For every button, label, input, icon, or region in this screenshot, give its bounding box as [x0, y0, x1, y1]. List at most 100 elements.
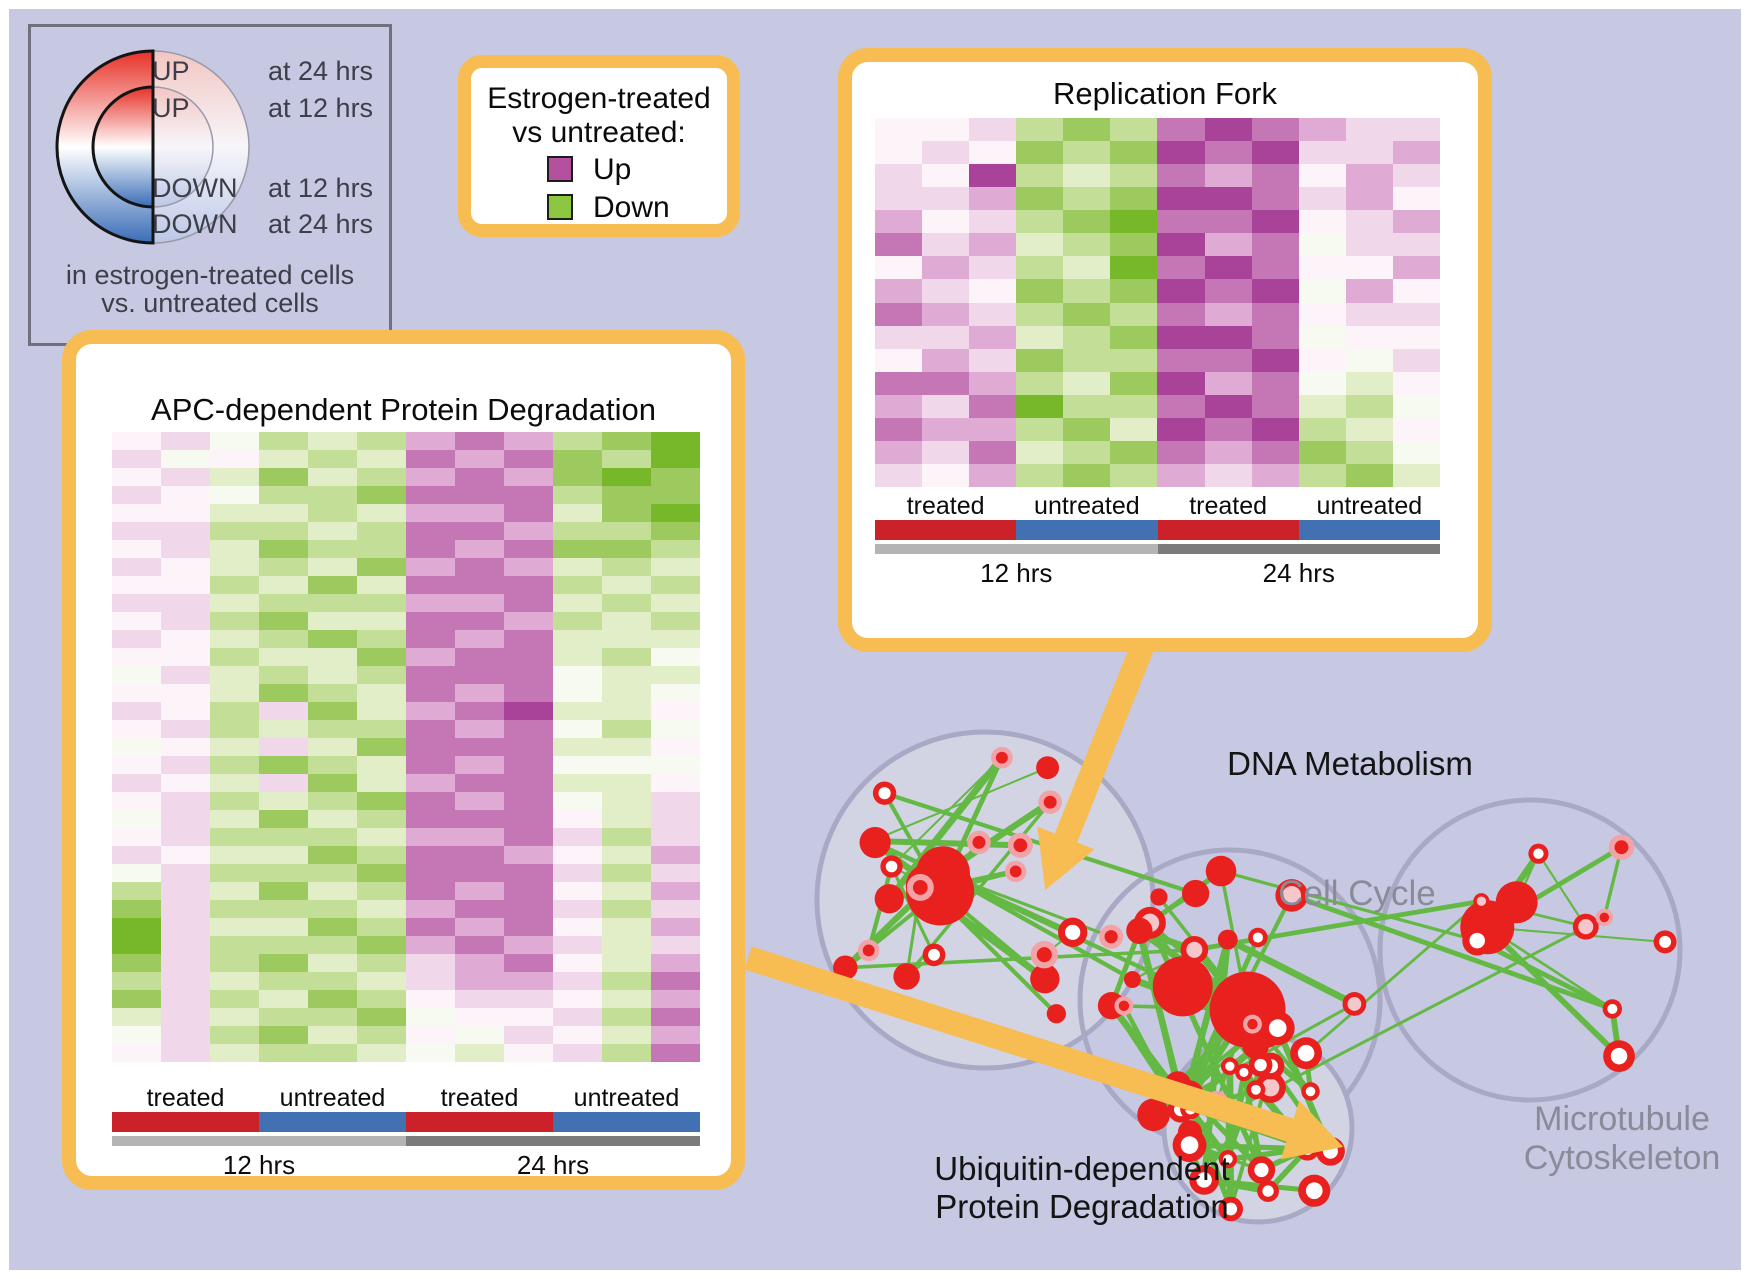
heatmap-cell [406, 558, 455, 576]
legend-row-down-12: DOWN at 12 hrs [31, 172, 389, 204]
network-node [1290, 1037, 1323, 1070]
heatmap-cell [1298, 348, 1346, 372]
heatmap-row [875, 210, 1440, 234]
ring-gradient-icon [55, 49, 250, 245]
heatmap-cell [1157, 325, 1205, 349]
heatmap-cell [406, 792, 455, 810]
heatmap-cell [1016, 348, 1064, 372]
heatmap-cell [455, 738, 504, 756]
heatmap-cell [1204, 118, 1252, 142]
heatmap-cell [161, 810, 210, 828]
heatmap-cell [210, 846, 259, 864]
heatmap-cell [406, 972, 455, 990]
heatmap-cell [922, 279, 970, 303]
heatmap-cell [161, 504, 210, 522]
network-edge [843, 871, 946, 970]
heatmap-cell [308, 918, 357, 936]
network-edge [1131, 976, 1279, 1032]
network-edge [1157, 896, 1249, 1011]
heatmap-cell [357, 990, 406, 1008]
network-node [1114, 996, 1134, 1016]
legend-footer-line2: vs. untreated cells [101, 288, 319, 318]
condition-bar-segment [553, 1112, 700, 1132]
network-edge [1476, 938, 1614, 1012]
network-edge [939, 869, 1017, 894]
heatmap-cell [112, 594, 161, 612]
heatmap-row [112, 684, 700, 702]
network-node [1046, 1004, 1066, 1024]
network-node [1173, 1080, 1204, 1111]
network-edge [1186, 1093, 1264, 1172]
heatmap-cell [210, 666, 259, 684]
network-node [1007, 832, 1033, 858]
heatmap-cell [1016, 256, 1064, 280]
heatmap-cell [875, 371, 923, 395]
heatmap-cell [1110, 164, 1158, 188]
heatmap-cell [922, 164, 970, 188]
heatmap-cell [553, 540, 602, 558]
heatmap-cell [504, 1008, 553, 1026]
heatmap-cell [406, 666, 455, 684]
heatmap-cell [455, 450, 504, 468]
heatmap-cell [875, 118, 923, 142]
heatmap-cell [504, 504, 553, 522]
network-edge [1269, 1065, 1332, 1153]
heatmap-cell [455, 756, 504, 774]
heatmap-cell [1392, 417, 1440, 441]
cluster-label-microtubule-cytoskeleton: Microtubule [1534, 1100, 1710, 1138]
heatmap-cell [1298, 164, 1346, 188]
heatmap-cell [161, 918, 210, 936]
heatmap-cell [651, 1026, 700, 1044]
network-edge [886, 755, 1005, 901]
heatmap-cell [112, 864, 161, 882]
heatmap-cell [259, 864, 308, 882]
heatmap-cell [112, 954, 161, 972]
heatmap-cell [1016, 325, 1064, 349]
condition-bar-segment [112, 1112, 259, 1132]
heatmap-cell [112, 1008, 161, 1026]
heatmap-cell [1251, 279, 1299, 303]
heatmap-row [112, 756, 700, 774]
heatmap-cell [651, 954, 700, 972]
heatmap-cell [1251, 141, 1299, 165]
heatmap-cell [1345, 417, 1393, 441]
heatmap-row [112, 792, 700, 810]
network-edge [890, 865, 941, 893]
heatmap-cell [1298, 187, 1346, 211]
heatmap-cell [210, 612, 259, 630]
network-edge [1203, 1089, 1257, 1181]
network-edge [927, 884, 941, 894]
heatmap-cell [969, 302, 1017, 326]
heatmap-cell [602, 540, 651, 558]
heatmap-cell [357, 666, 406, 684]
heatmap-row [112, 1026, 700, 1044]
network-node [906, 857, 975, 926]
heatmap-cell [357, 954, 406, 972]
network-edge [1228, 1044, 1257, 1068]
heatmap-cell [553, 666, 602, 684]
heatmap-cell [406, 810, 455, 828]
heatmap-cell [308, 612, 357, 630]
network-edge [874, 840, 1264, 1027]
time-bar-segment [406, 1136, 700, 1146]
heatmap-cell [308, 666, 357, 684]
heatmap-cell [504, 1026, 553, 1044]
heatmap-cell [651, 810, 700, 828]
heatmap-cell [651, 864, 700, 882]
heatmap-cell [112, 522, 161, 540]
heatmap-cell [406, 936, 455, 954]
heatmap-cell [651, 540, 700, 558]
heatmap-cell [1157, 141, 1205, 165]
condition-label: untreated [573, 1084, 680, 1112]
network-node [1167, 1096, 1194, 1123]
heatmap-cell [455, 828, 504, 846]
network-node [1218, 1196, 1243, 1222]
heatmap-cell [406, 1044, 455, 1062]
heatmap-cell [406, 720, 455, 738]
repfork-time-labels: 12 hrs 24 hrs [875, 558, 1440, 589]
heatmap-cell [455, 576, 504, 594]
network-node [1164, 1071, 1192, 1098]
network-edge [1123, 1004, 1248, 1012]
heatmap-cell [1345, 164, 1393, 188]
